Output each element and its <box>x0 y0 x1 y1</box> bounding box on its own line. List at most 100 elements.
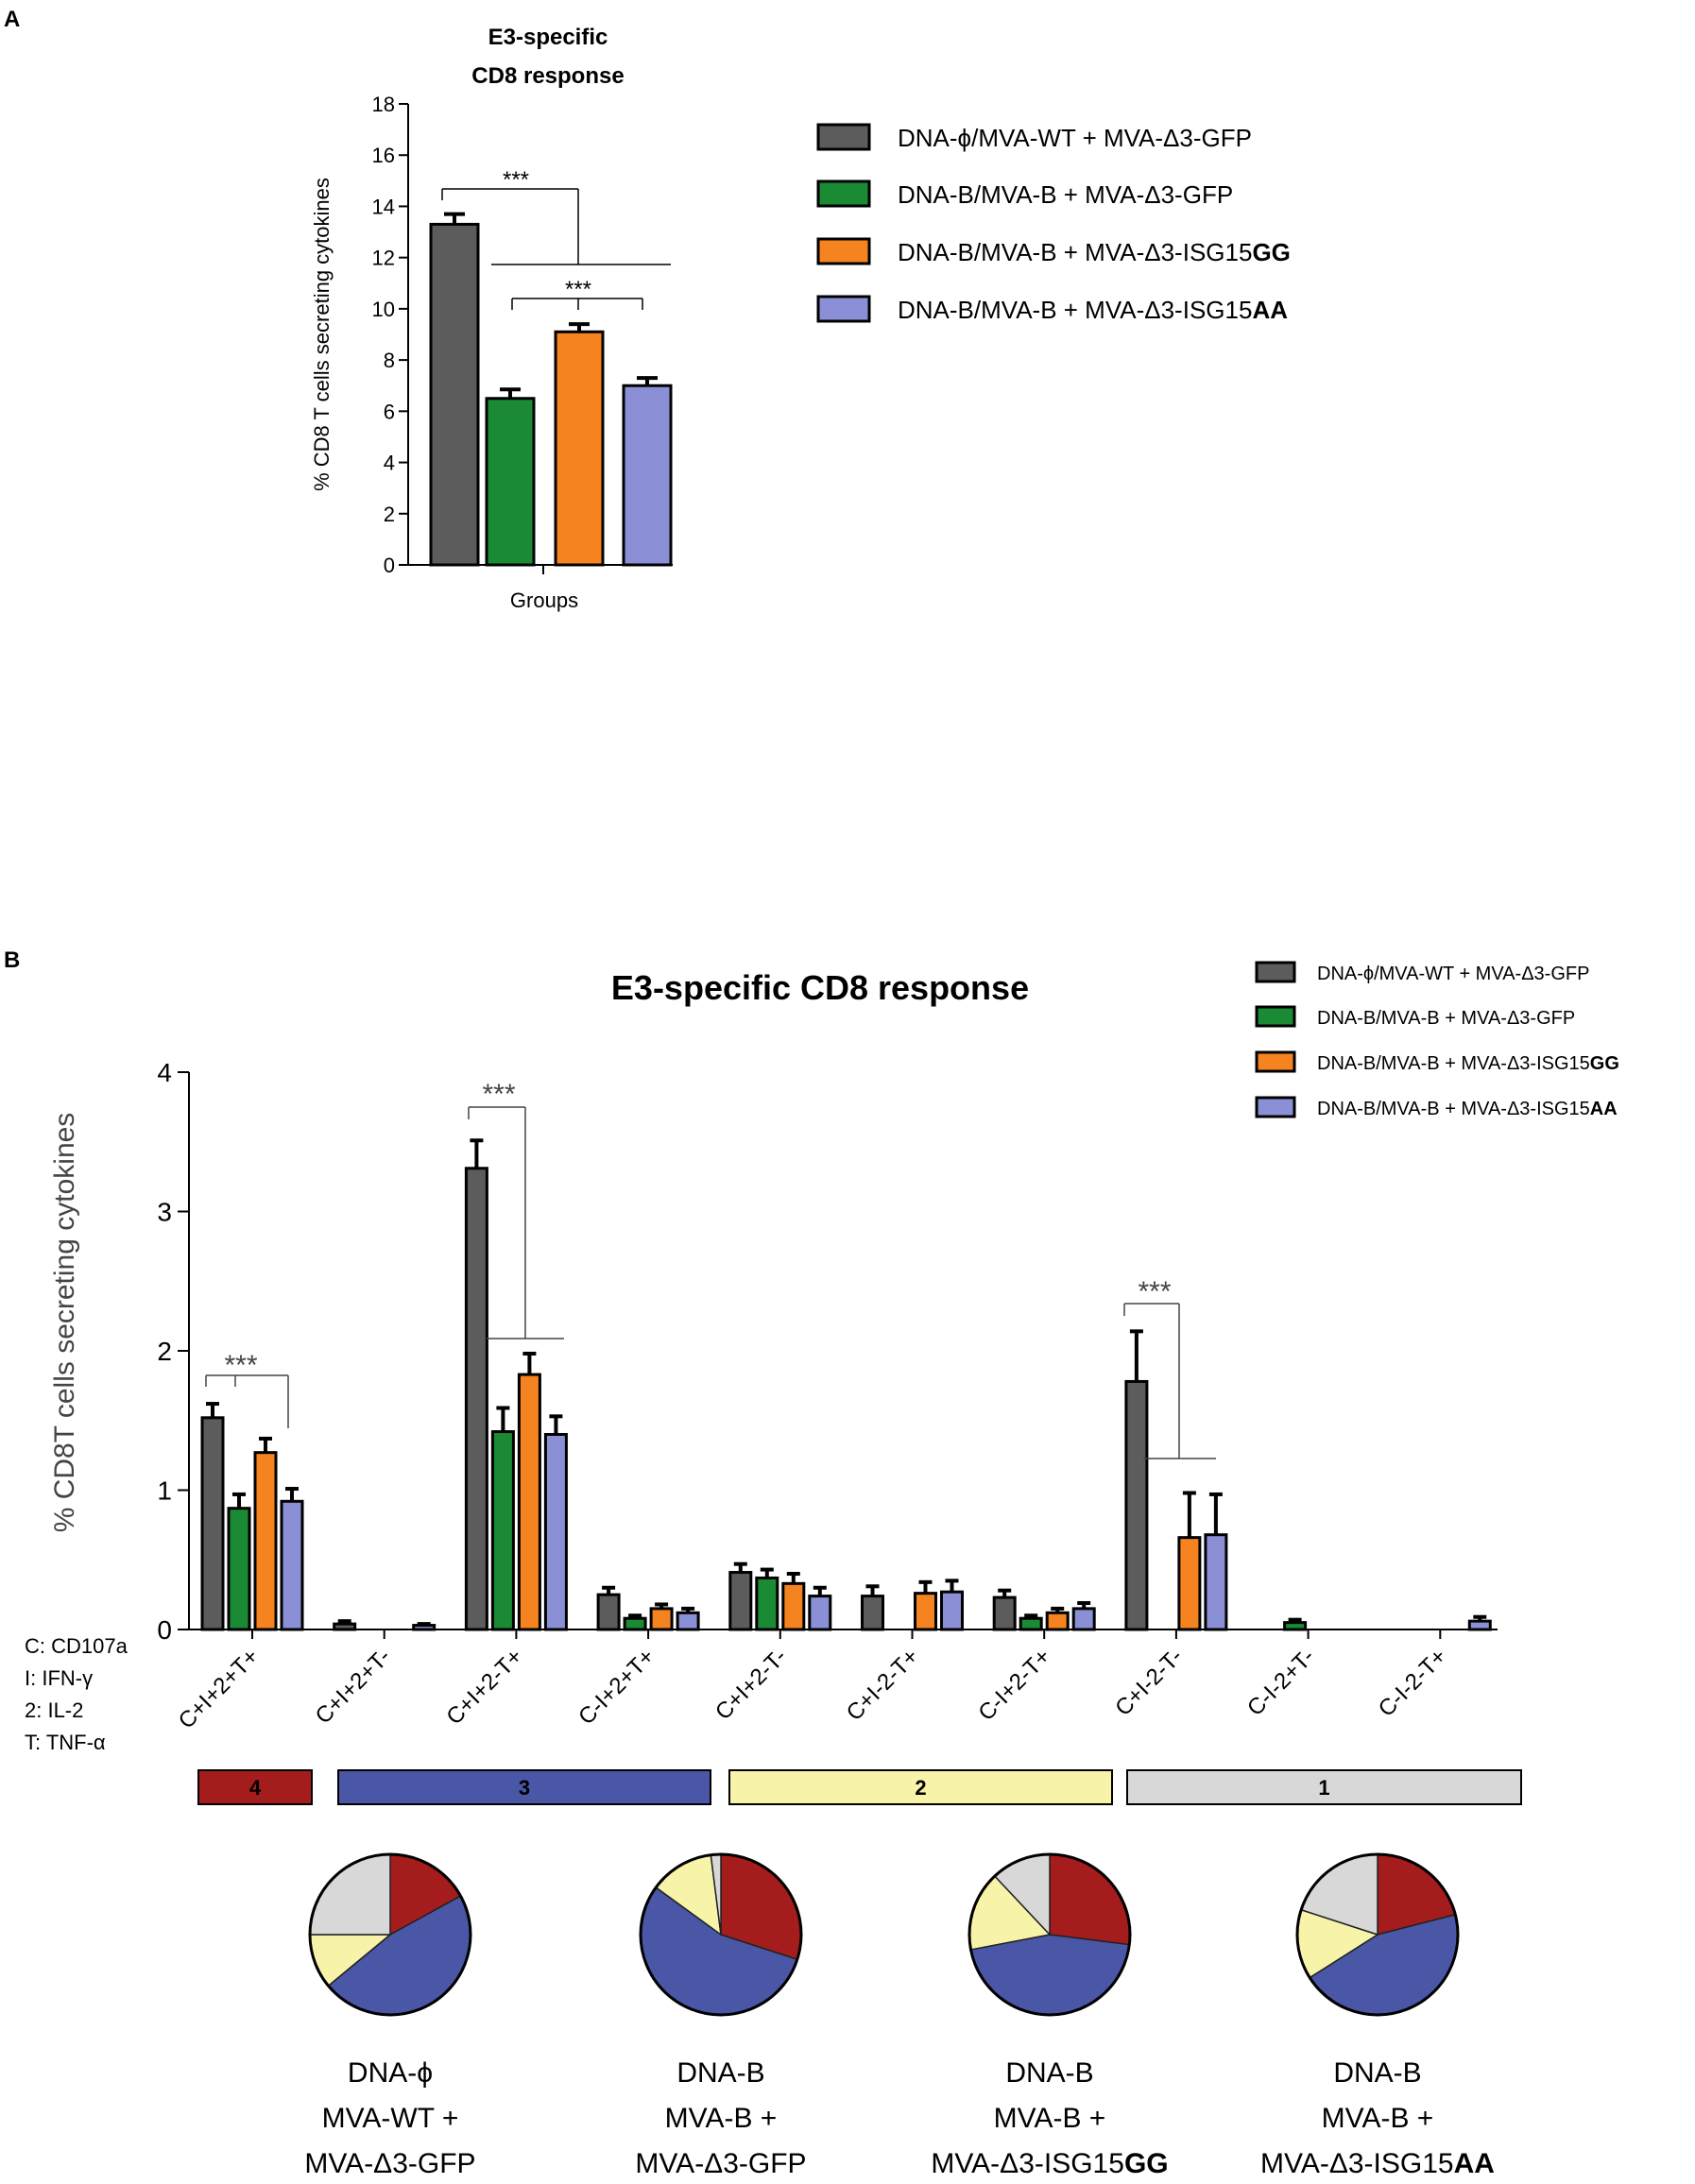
panel-b-bar <box>517 1373 541 1631</box>
pie-outline <box>639 1852 803 2017</box>
legend-swatch <box>1255 1005 1296 1028</box>
legend-entry: DNA-B/MVA-B + MVA-Δ3-GFP <box>898 180 1233 209</box>
panel-a-y-tick-label: 4 <box>384 452 395 475</box>
panel-a-y-tick-label: 8 <box>384 349 395 372</box>
panel-b-bar <box>1467 1619 1492 1631</box>
legend-swatch <box>816 123 871 151</box>
pie-caption-line: MVA-WT + <box>322 2103 459 2134</box>
pie-caption-bold: GG <box>1124 2148 1169 2179</box>
panel-b-bar <box>728 1571 753 1631</box>
panel-b-category-label: C+I+2+T- <box>311 1644 396 1729</box>
functionality-band <box>337 1769 711 1805</box>
legend-entry-text: DNA-B/MVA-B + MVA-Δ3-ISG15 <box>898 296 1252 324</box>
panel-b-bar <box>412 1624 437 1631</box>
panel-b-bar <box>940 1590 964 1631</box>
pie-caption-line: MVA-Δ3-ISG15AA <box>1260 2148 1495 2179</box>
pie-caption-bold: AA <box>1454 2148 1495 2179</box>
panel-a-label: A <box>4 7 20 32</box>
legend-entry: DNA-B/MVA-B + MVA-Δ3-ISG15GG <box>898 238 1291 266</box>
panel-b-bar <box>861 1595 884 1631</box>
panel-b-bar <box>1177 1536 1202 1631</box>
legend-entry-text: DNA-B/MVA-B + MVA-Δ3-ISG15 <box>1317 1099 1590 1119</box>
pie-caption-text: MVA-Δ3-ISG15 <box>1260 2148 1454 2179</box>
panel-b-bar <box>649 1607 674 1631</box>
panel-b-y-tick-label: 3 <box>157 1198 172 1227</box>
panel-b-bar <box>914 1592 937 1631</box>
legend-entry: DNA-B/MVA-B + MVA-Δ3-GFP <box>1317 1008 1575 1029</box>
legend-swatch <box>1255 1096 1296 1118</box>
pie-caption-line: MVA-B + <box>1322 2103 1434 2134</box>
panel-b-bar <box>253 1451 278 1631</box>
pie-outline <box>1295 1852 1460 2017</box>
functionality-band-label: 1 <box>1318 1776 1329 1800</box>
pie-caption-text: MVA-B + <box>994 2103 1106 2134</box>
pie-outline <box>967 1852 1132 2017</box>
panel-a-y-tick-label: 6 <box>384 400 395 423</box>
legend-swatch <box>1255 1050 1296 1073</box>
panel-a-bar <box>554 330 605 567</box>
legend-entry-text: DNA-ϕ/MVA-WT + MVA-Δ3-GFP <box>1317 964 1589 984</box>
panel-b-y-tick-label: 1 <box>157 1476 172 1506</box>
panel-b-category-label: C+I-2-T+ <box>842 1644 924 1726</box>
pie-caption-line: MVA-B + <box>994 2103 1106 2134</box>
panel-a-bar <box>622 384 673 567</box>
pie-caption-line: MVA-Δ3-ISG15GG <box>931 2148 1168 2179</box>
panel-b-category-label: C+I+2+T+ <box>174 1644 265 1734</box>
pie-caption-text: MVA-B + <box>665 2103 778 2134</box>
legend-entry-bold: GG <box>1252 238 1290 266</box>
pie-caption-line: MVA-Δ3-GFP <box>304 2148 475 2179</box>
functionality-key-item: T: TNF-α <box>25 1731 106 1754</box>
legend-entry: DNA-B/MVA-B + MVA-Δ3-ISG15AA <box>1317 1099 1618 1119</box>
legend-entry-text: DNA-B/MVA-B + MVA-Δ3-GFP <box>898 180 1233 209</box>
pie-caption-line: MVA-B + <box>665 2103 778 2134</box>
panel-b-chart: E3-specific CD8 response 0 1 2 3 4 % CD8T cell… <box>25 968 1498 1754</box>
legend-entry-text: DNA-ϕ/MVA-WT + MVA-Δ3-GFP <box>898 124 1252 152</box>
legend-entry-bold: AA <box>1252 296 1288 324</box>
pie-caption-line: DNA-B <box>1333 2057 1421 2089</box>
functionality-bands: 4 3 2 1 <box>197 1769 1522 1805</box>
pie-caption-line: MVA-Δ3-GFP <box>635 2148 806 2179</box>
significance-stars: *** <box>565 277 591 302</box>
pie-caption-line: DNA-B <box>676 2057 764 2089</box>
panel-b-bar <box>1204 1533 1228 1631</box>
functionality-band-label: 3 <box>519 1776 530 1800</box>
pie-caption-text: DNA-B <box>1333 2057 1421 2089</box>
panel-b-bar <box>1124 1379 1149 1631</box>
panel-a-bar <box>485 397 536 567</box>
panel-a-chart: E3-specific CD8 response 0 2 4 6 8 10 12 14 16 18 % … <box>310 25 673 612</box>
panel-b-y-tick-label: 0 <box>157 1615 172 1645</box>
panel-b-bar <box>490 1430 515 1631</box>
panel-a-bar <box>429 222 480 567</box>
pie-caption-text: MVA-Δ3-GFP <box>304 2148 475 2179</box>
pie-slice <box>1049 1853 1131 1946</box>
pie-caption-text: DNA-B <box>1005 2057 1093 2089</box>
panel-a-y-tick-label: 10 <box>372 298 395 321</box>
functionality-key-item: I: IFN-γ <box>25 1666 93 1690</box>
panel-b-bar <box>464 1167 488 1631</box>
panel-b-category-label: C-I+2-T+ <box>973 1644 1055 1726</box>
panel-b-category-label: C+I+2-T- <box>711 1644 792 1725</box>
legend-swatch <box>1255 961 1296 983</box>
legend-entry-text: DNA-B/MVA-B + MVA-Δ3-ISG15 <box>1317 1053 1590 1074</box>
legend-swatch <box>816 237 871 265</box>
pie-caption-text: DNA-B <box>676 2057 764 2089</box>
pie-caption-text: MVA-WT + <box>322 2103 459 2134</box>
legend-entry: DNA-ϕ/MVA-WT + MVA-Δ3-GFP <box>898 124 1252 152</box>
panel-b-bar <box>200 1416 225 1631</box>
pie-caption-text: MVA-Δ3-GFP <box>635 2148 806 2179</box>
panel-a-x-axis-label: Groups <box>510 589 578 612</box>
legend-entry: DNA-ϕ/MVA-WT + MVA-Δ3-GFP <box>1317 964 1589 984</box>
panel-a-y-tick-label: 2 <box>384 503 395 526</box>
functionality-key-item: 2: IL-2 <box>25 1698 83 1722</box>
functionality-band <box>728 1769 1113 1805</box>
panel-a-legend: DNA-ϕ/MVA-WT + MVA-Δ3-GFP DNA-B/MVA-B + M… <box>816 123 1291 324</box>
panel-b-category-label: C-I-2+T- <box>1242 1644 1320 1721</box>
panel-b-category-label: C-I-2-T+ <box>1374 1644 1452 1722</box>
functionality-band <box>197 1769 313 1805</box>
legend-entry-bold: GG <box>1590 1053 1619 1074</box>
functionality-key-item: C: CD107a <box>25 1634 128 1658</box>
pie-outline <box>308 1852 472 2017</box>
panel-b-bar <box>1071 1607 1096 1631</box>
pie-caption-line: DNA-ϕ <box>348 2057 433 2089</box>
panel-a-y-tick-label: 18 <box>372 93 395 116</box>
